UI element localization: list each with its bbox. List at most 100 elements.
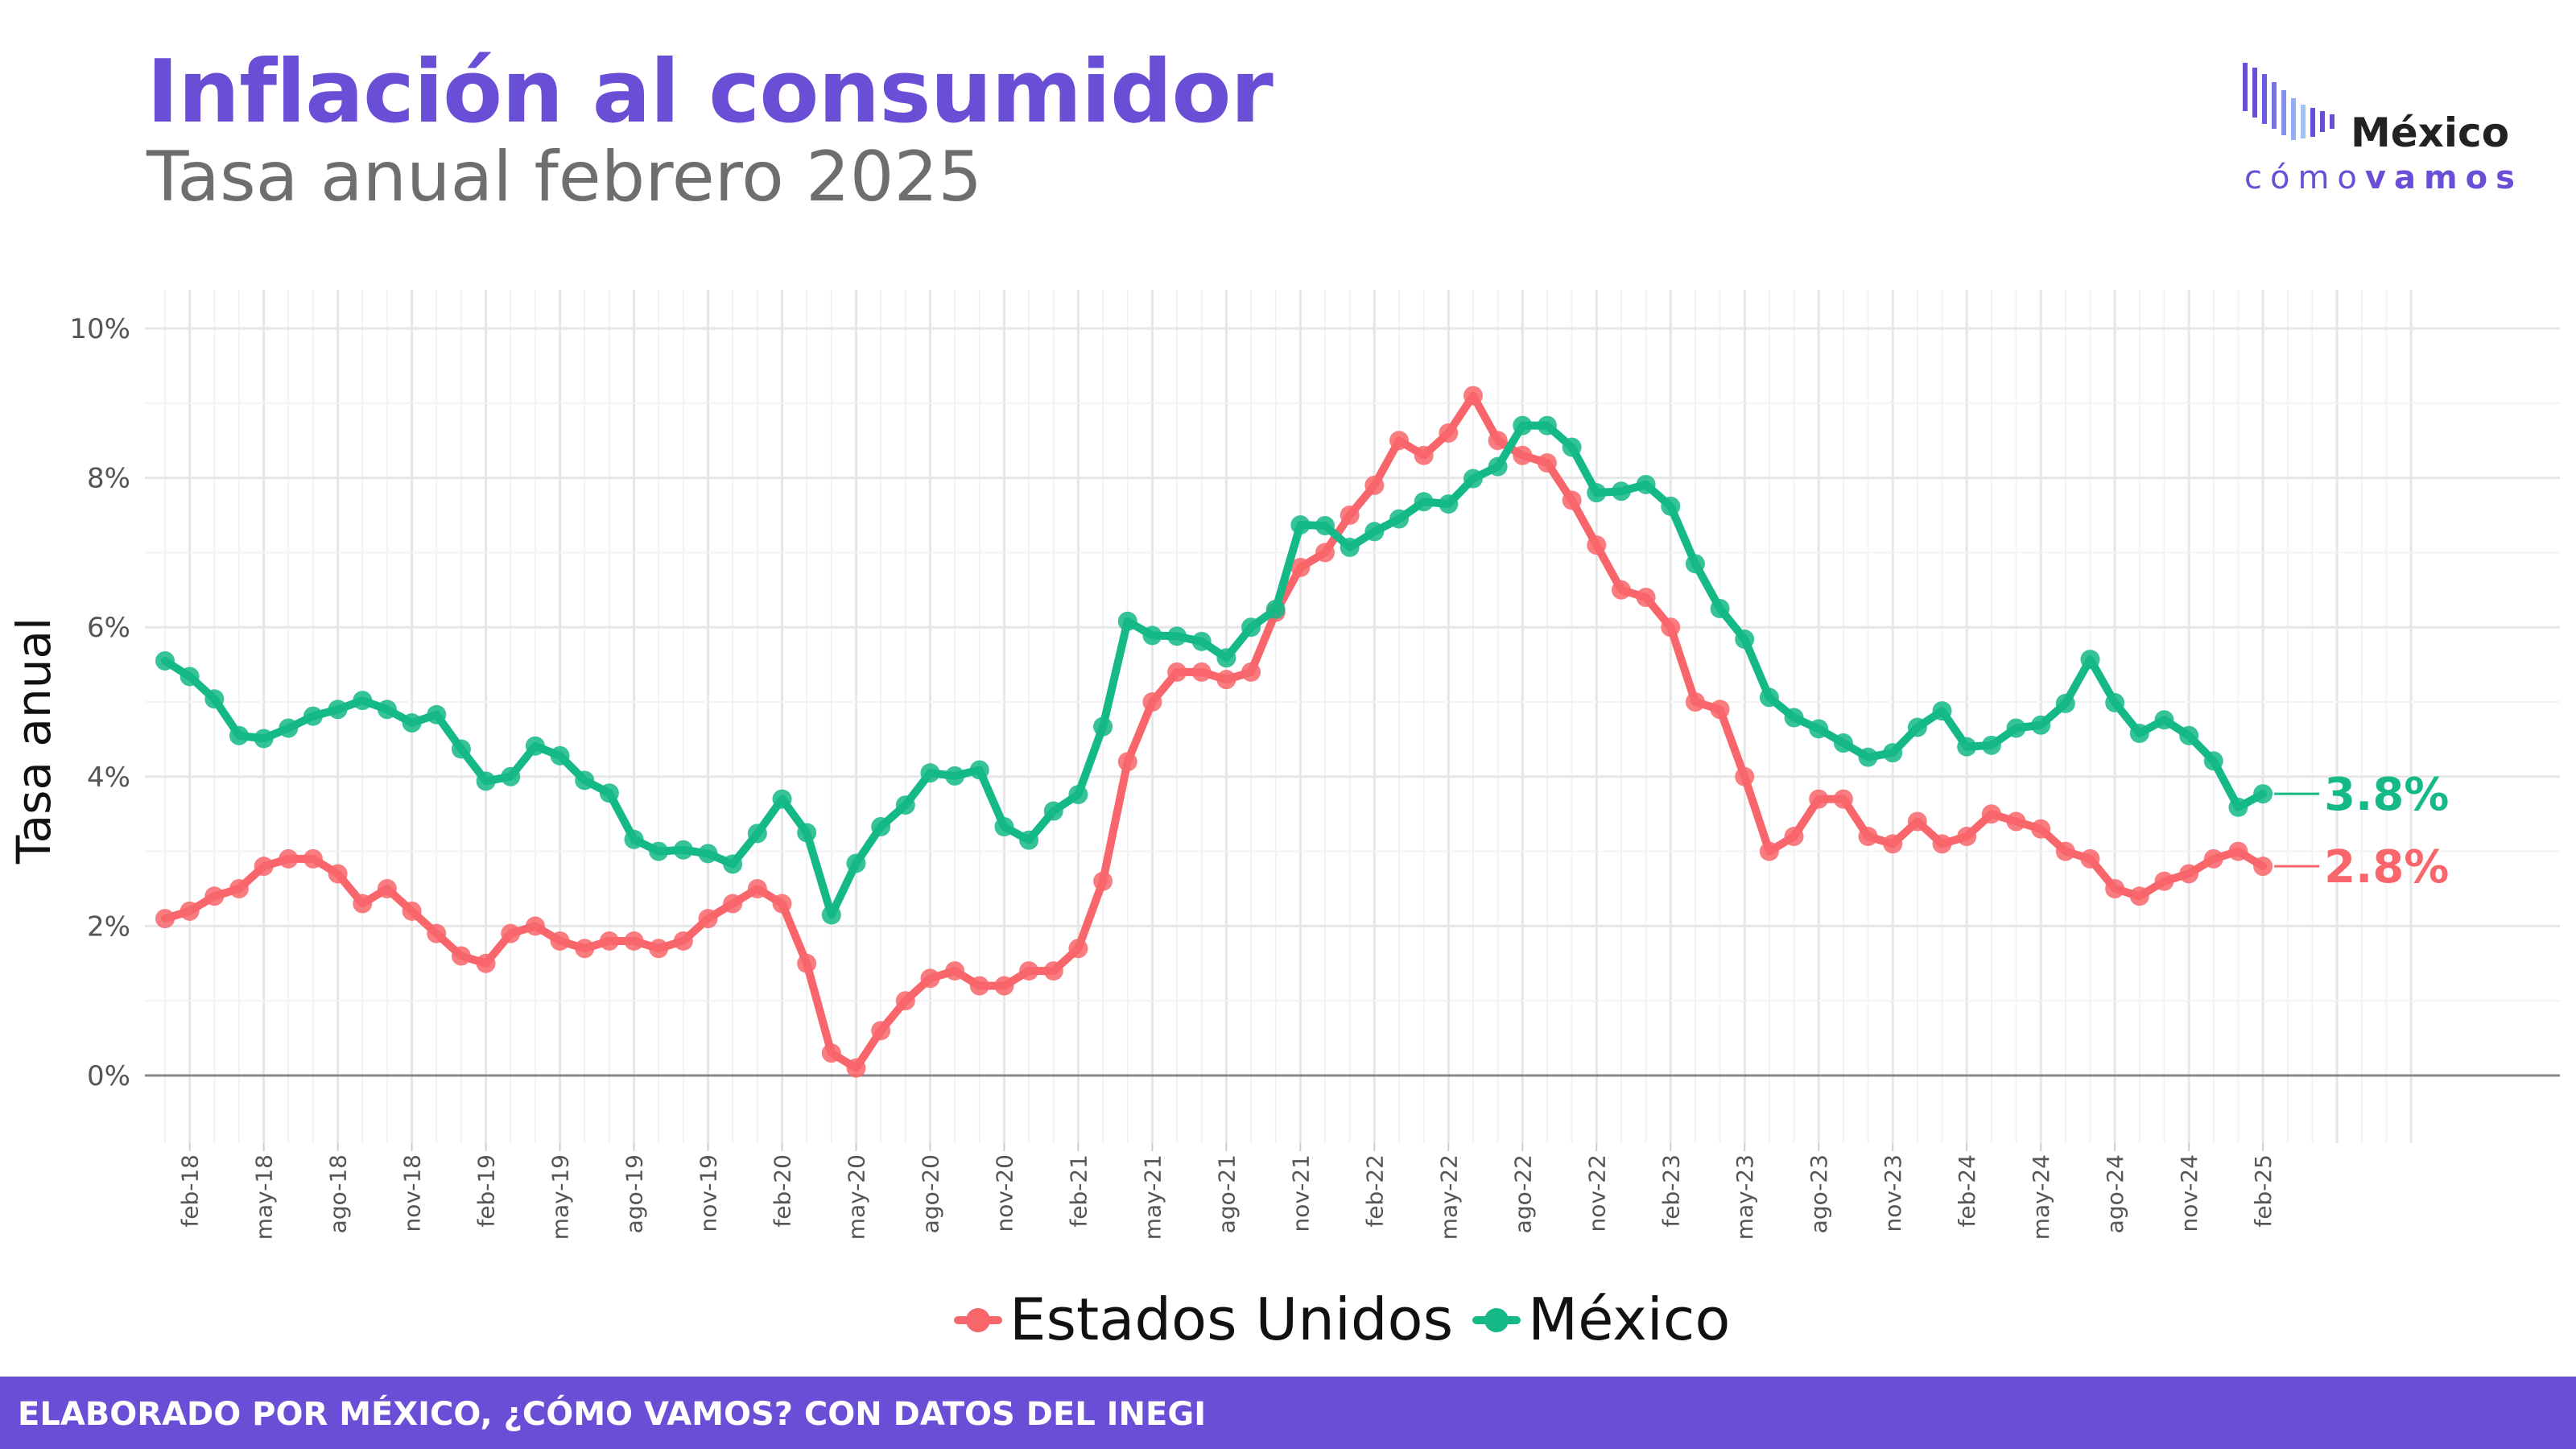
x-tick-label: ago-21 xyxy=(1213,1154,1240,1233)
data-point xyxy=(969,760,989,780)
data-point xyxy=(1833,733,1853,753)
x-tick-label: ago-24 xyxy=(2102,1154,2128,1233)
data-point xyxy=(1093,871,1113,891)
data-point xyxy=(1562,490,1582,510)
data-point xyxy=(2105,692,2125,712)
data-point xyxy=(1019,830,1039,850)
data-point xyxy=(1043,801,1063,821)
data-point xyxy=(1981,804,2001,824)
data-point xyxy=(2105,879,2125,898)
data-point xyxy=(1957,827,1977,847)
series-layer xyxy=(155,386,2273,1078)
data-point xyxy=(1315,543,1335,563)
data-point xyxy=(377,879,397,898)
data-point xyxy=(1364,522,1385,542)
legend: Estados Unidos México xyxy=(954,1286,1730,1353)
data-point xyxy=(1513,415,1533,436)
data-point xyxy=(969,976,989,996)
data-point xyxy=(575,939,595,959)
data-point xyxy=(180,667,200,687)
data-point xyxy=(945,766,965,786)
data-point xyxy=(673,840,693,860)
data-point xyxy=(254,857,274,877)
data-point xyxy=(895,795,915,815)
data-point xyxy=(1389,431,1409,451)
data-point xyxy=(575,770,595,791)
x-tick-label: feb-20 xyxy=(770,1154,796,1228)
data-point xyxy=(1932,701,1952,721)
data-point xyxy=(2080,650,2100,670)
data-point xyxy=(1562,437,1582,457)
data-point xyxy=(723,894,743,914)
data-point xyxy=(1241,617,1261,638)
data-point xyxy=(377,700,397,720)
data-point xyxy=(797,953,817,973)
data-point xyxy=(772,789,792,809)
data-point xyxy=(747,824,767,844)
data-point xyxy=(1167,662,1187,682)
data-point xyxy=(821,905,841,925)
x-tick-label: nov-24 xyxy=(2176,1154,2202,1232)
data-point xyxy=(2179,864,2199,884)
data-point xyxy=(1290,557,1311,577)
data-point xyxy=(1068,785,1088,805)
data-point xyxy=(1735,630,1755,650)
data-point xyxy=(871,816,891,836)
data-point xyxy=(2031,715,2051,735)
data-point xyxy=(1858,827,1878,847)
data-point xyxy=(1932,834,1952,854)
x-tick-label: feb-23 xyxy=(1657,1154,1684,1228)
data-point xyxy=(1759,687,1779,708)
data-point xyxy=(698,909,718,929)
x-tick-label: feb-25 xyxy=(2250,1154,2277,1228)
y-tick-label: 0% xyxy=(87,1060,130,1092)
data-point xyxy=(1809,719,1829,739)
data-point xyxy=(994,816,1014,836)
x-tick-label: may-24 xyxy=(2028,1154,2054,1240)
data-point xyxy=(427,923,447,943)
data-point xyxy=(328,700,348,720)
x-tick-label: ago-22 xyxy=(1509,1154,1536,1233)
data-point xyxy=(1710,700,1730,720)
y-tick-label: 10% xyxy=(69,313,130,345)
data-point xyxy=(797,823,817,843)
x-tick-label: may-19 xyxy=(547,1154,574,1240)
data-point xyxy=(649,939,669,959)
end-labels: 2.8% 3.8% xyxy=(2274,769,2449,894)
y-tick-label: 8% xyxy=(87,463,130,495)
data-point xyxy=(1463,386,1483,406)
data-point xyxy=(2055,693,2075,713)
data-point xyxy=(476,771,496,791)
data-point xyxy=(353,894,373,914)
data-point xyxy=(1043,961,1063,981)
x-tick-label: feb-21 xyxy=(1065,1154,1092,1228)
data-point xyxy=(1414,445,1434,465)
data-point xyxy=(2179,725,2199,745)
data-point xyxy=(1142,625,1162,646)
data-point xyxy=(353,691,373,711)
data-point xyxy=(1167,626,1187,646)
data-point xyxy=(2253,857,2273,877)
grid xyxy=(145,290,2560,1143)
x-tick-label: nov-22 xyxy=(1583,1154,1610,1232)
data-point xyxy=(747,879,767,898)
data-point xyxy=(1315,515,1335,535)
data-point xyxy=(1019,961,1039,981)
data-point xyxy=(994,976,1014,996)
data-point xyxy=(723,854,743,874)
data-point xyxy=(821,1043,841,1063)
data-point xyxy=(1883,743,1903,763)
legend-label: Estados Unidos xyxy=(1009,1286,1453,1353)
data-point xyxy=(1340,537,1360,557)
data-point xyxy=(476,953,496,973)
data-point xyxy=(673,931,693,951)
y-tick-label: 2% xyxy=(87,910,130,943)
x-tick-label: nov-21 xyxy=(1287,1154,1314,1232)
data-point xyxy=(1907,811,1927,832)
data-point xyxy=(2154,871,2174,891)
data-point xyxy=(2154,710,2174,730)
data-point xyxy=(1833,789,1853,809)
data-point xyxy=(1216,648,1236,668)
data-point xyxy=(698,844,718,864)
data-point xyxy=(2129,723,2149,743)
